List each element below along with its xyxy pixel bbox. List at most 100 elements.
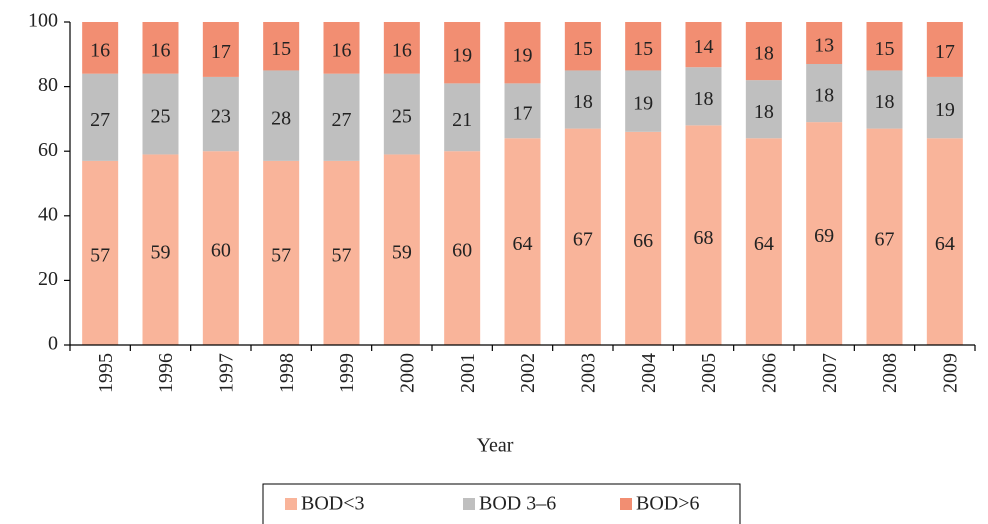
data-label: 19 xyxy=(513,44,533,66)
data-label: 18 xyxy=(754,43,774,65)
bar-segment xyxy=(685,125,722,345)
data-label: 18 xyxy=(694,88,714,110)
x-tick-label: 2002 xyxy=(517,353,539,393)
data-label: 60 xyxy=(452,240,472,262)
y-tick-label: 40 xyxy=(38,203,58,225)
x-tick-label: 2009 xyxy=(939,353,961,393)
x-tick-label: 2003 xyxy=(577,353,599,393)
bar-segment xyxy=(806,63,843,123)
bar-segment xyxy=(745,80,782,139)
data-label: 14 xyxy=(694,36,714,58)
bar-segment xyxy=(625,22,662,71)
y-tick-label: 20 xyxy=(38,268,58,290)
data-label: 25 xyxy=(151,106,171,128)
data-label: 18 xyxy=(573,91,593,113)
x-tick-label: 1998 xyxy=(276,353,298,393)
bar-segment xyxy=(263,70,300,161)
bar-segment xyxy=(625,70,662,132)
y-tick-label: 100 xyxy=(28,10,58,32)
bar-segment xyxy=(625,131,662,345)
bar-segment xyxy=(564,128,601,345)
legend-label: BOD 3–6 xyxy=(479,493,556,515)
data-label: 21 xyxy=(452,109,472,131)
bar-segment xyxy=(866,128,903,345)
data-label: 68 xyxy=(694,227,714,249)
data-label: 60 xyxy=(211,240,231,262)
data-label: 15 xyxy=(573,38,593,60)
bar-segment xyxy=(142,73,179,155)
bar-segment xyxy=(263,22,300,71)
data-label: 66 xyxy=(633,230,653,252)
data-label: 69 xyxy=(814,225,834,247)
bar-segment xyxy=(142,22,179,74)
bar-segment xyxy=(685,67,722,126)
data-label: 57 xyxy=(90,245,110,267)
bar-segment xyxy=(685,22,722,68)
data-label: 15 xyxy=(271,38,291,60)
y-tick-label: 0 xyxy=(48,333,58,355)
data-label: 18 xyxy=(754,101,774,123)
bar-segment xyxy=(444,151,481,345)
bar-segment xyxy=(504,138,541,345)
legend-swatch xyxy=(285,498,297,510)
x-axis-label: Year xyxy=(477,435,514,457)
bar-segment xyxy=(926,76,963,139)
x-tick-label: 2000 xyxy=(396,353,418,393)
bar-segment xyxy=(504,22,541,84)
data-label: 57 xyxy=(271,245,291,267)
x-tick-label: 2004 xyxy=(638,353,660,393)
data-label: 16 xyxy=(90,39,110,61)
data-label: 18 xyxy=(875,91,895,113)
legend-swatch xyxy=(620,498,632,510)
data-label: 15 xyxy=(633,38,653,60)
bar-segment xyxy=(926,138,963,345)
data-label: 17 xyxy=(935,41,955,63)
bar-segment xyxy=(806,22,843,64)
bar-segment xyxy=(745,22,782,81)
data-label: 15 xyxy=(875,38,895,60)
x-tick-label: 1997 xyxy=(215,353,237,393)
x-tick-label: 1995 xyxy=(95,353,117,393)
bar-segment xyxy=(866,70,903,129)
x-tick-label: 1996 xyxy=(155,353,177,393)
x-tick-label: 2007 xyxy=(819,353,841,393)
data-label: 57 xyxy=(332,245,352,267)
x-tick-label: 2005 xyxy=(698,353,720,393)
data-label: 19 xyxy=(452,44,472,66)
data-label: 64 xyxy=(754,233,774,255)
data-label: 19 xyxy=(633,93,653,115)
bar-segment xyxy=(383,154,420,345)
bar-segment xyxy=(82,73,119,161)
bar-segment xyxy=(745,138,782,345)
data-label: 28 xyxy=(271,107,291,129)
bar-segment xyxy=(202,76,239,152)
bar-segment xyxy=(383,22,420,74)
legend-box xyxy=(262,483,741,524)
bar-segment xyxy=(806,122,843,345)
data-label: 25 xyxy=(392,106,412,128)
bar-segment xyxy=(444,83,481,152)
bar-segment xyxy=(323,73,360,161)
x-tick-label: 1999 xyxy=(336,353,358,393)
data-label: 16 xyxy=(332,39,352,61)
legend-swatch xyxy=(463,498,475,510)
bar-segment xyxy=(926,22,963,77)
bar-segment xyxy=(444,22,481,84)
x-tick-label: 2006 xyxy=(758,353,780,393)
legend-label: BOD<3 xyxy=(301,493,365,515)
bar-segment xyxy=(564,70,601,129)
data-label: 27 xyxy=(90,109,110,131)
bar-segment xyxy=(323,160,360,345)
data-label: 64 xyxy=(935,233,955,255)
data-label: 13 xyxy=(814,35,834,57)
data-label: 67 xyxy=(875,228,895,250)
data-label: 16 xyxy=(151,39,171,61)
bar-segment xyxy=(564,22,601,71)
data-label: 64 xyxy=(513,233,533,255)
data-label: 27 xyxy=(332,109,352,131)
bar-segment xyxy=(323,22,360,74)
x-tick-label: 2008 xyxy=(879,353,901,393)
data-label: 67 xyxy=(573,228,593,250)
y-tick-label: 60 xyxy=(38,139,58,161)
